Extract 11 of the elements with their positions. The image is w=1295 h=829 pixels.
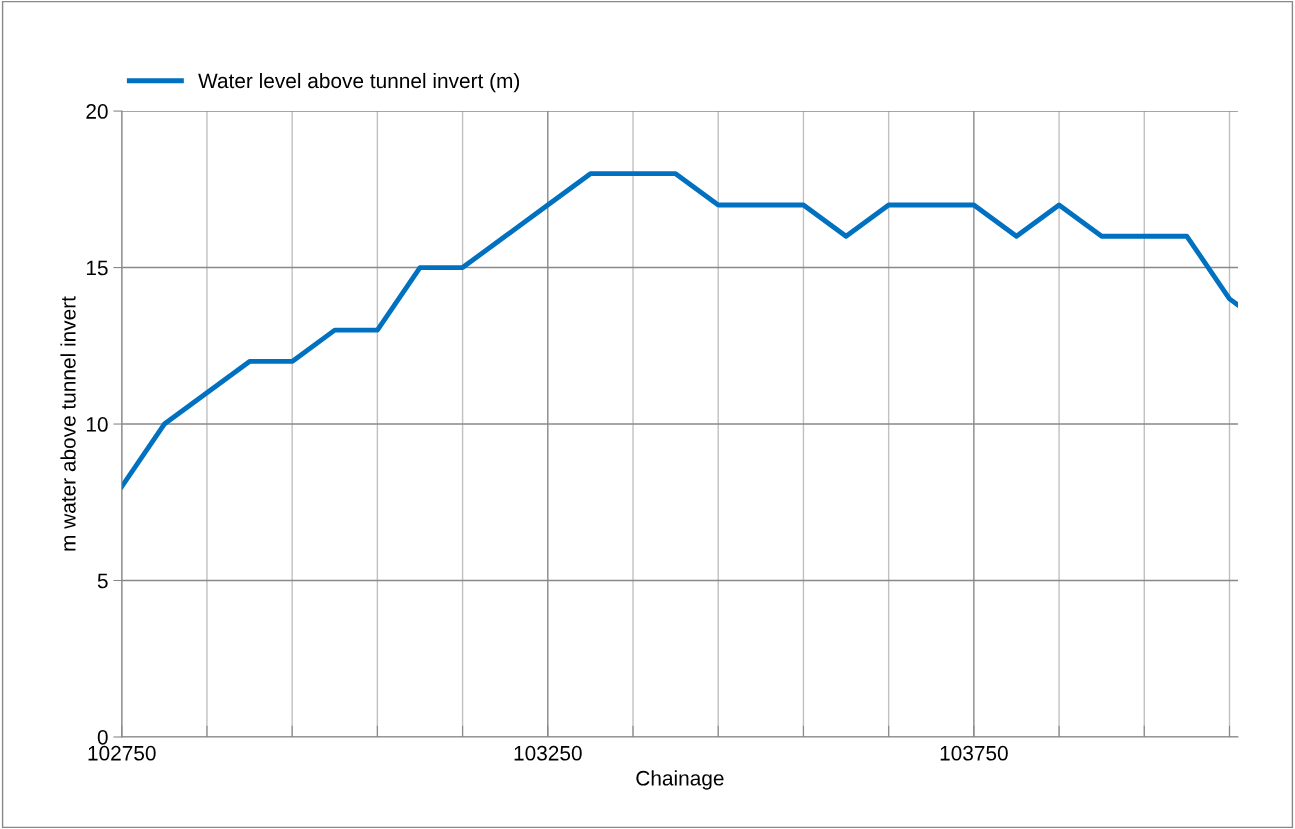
y-tick-label: 15 — [86, 260, 108, 276]
x-tick-label: 103250 — [514, 745, 582, 761]
y-axis-title: m water above tunnel invert — [60, 296, 76, 551]
y-tick-label: 5 — [97, 573, 108, 589]
y-tick-label: 0 — [97, 729, 108, 745]
x-tick-label: 102750 — [88, 745, 156, 761]
y-tick-label: 20 — [86, 104, 108, 119]
y-tick-label: 10 — [86, 417, 108, 432]
x-axis-title: Chainage — [636, 770, 724, 790]
x-tick-label: 103750 — [940, 745, 1008, 761]
legend-label: Water level above tunnel invert (m) — [198, 72, 520, 93]
